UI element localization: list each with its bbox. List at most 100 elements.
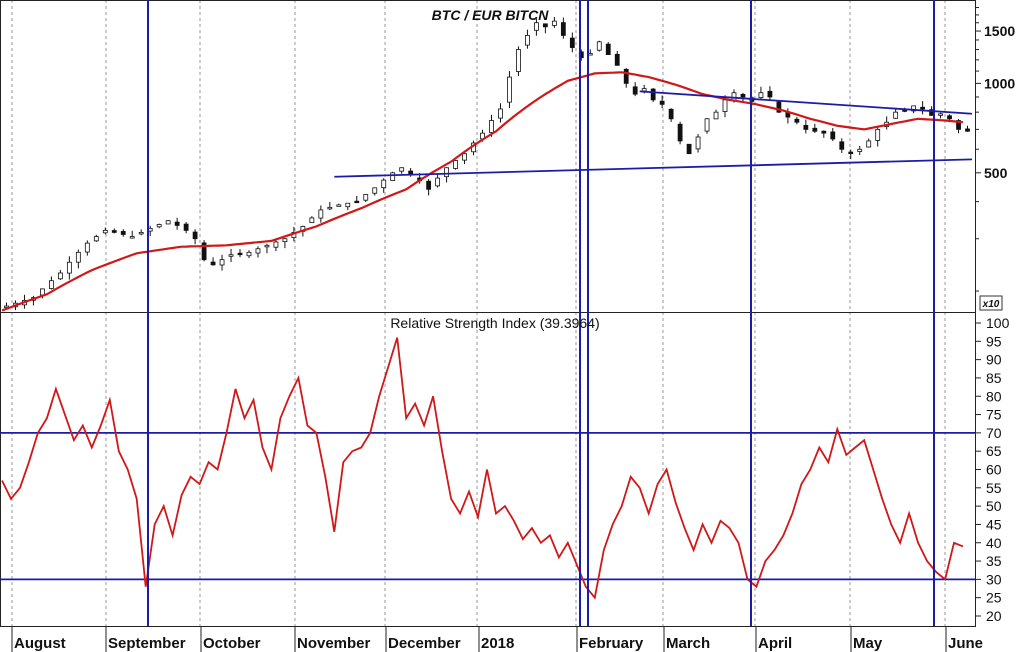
candle-body (138, 232, 144, 235)
candle-body (677, 123, 683, 142)
price-tick-label: 500 (984, 165, 1008, 181)
rsi-tick-label: 95 (986, 333, 1002, 349)
candle-body (830, 131, 836, 140)
resistance-trendline (639, 90, 973, 115)
candle-body (183, 223, 189, 231)
candle-body (156, 224, 162, 228)
candle-body (165, 220, 171, 225)
candle-body (866, 140, 872, 148)
candle-body (75, 251, 81, 263)
candle-body (668, 108, 674, 120)
candle-body (839, 141, 845, 150)
candle-body (641, 88, 647, 92)
candle-body (462, 153, 467, 161)
candle-body (875, 128, 881, 141)
candle-body (812, 127, 818, 132)
candle-body (111, 230, 117, 233)
candle-body (893, 111, 899, 119)
candle-body (246, 251, 252, 257)
candle-body (533, 22, 539, 31)
rsi-tick-label: 20 (986, 608, 1002, 624)
candle-body (650, 88, 656, 101)
moving-average-line (1, 71, 964, 312)
rsi-tick-label: 40 (986, 535, 1002, 551)
candle-body (219, 259, 225, 266)
candle-body (363, 194, 369, 201)
candle-body (174, 221, 180, 226)
month-label: April (758, 635, 792, 652)
candle-body (66, 261, 72, 274)
candle-body (120, 231, 126, 235)
candle-body (848, 151, 854, 155)
candle-body (767, 90, 773, 98)
month-label: September (108, 635, 186, 652)
candle-body (659, 100, 665, 105)
candle-body (722, 99, 728, 112)
candle-body (282, 238, 288, 243)
candle-body (444, 167, 449, 178)
candle-body (551, 20, 557, 26)
candle-body (542, 23, 548, 28)
candle-body (569, 37, 575, 48)
candle-body (498, 108, 503, 119)
candle-body (336, 204, 342, 207)
candle-body (596, 41, 602, 51)
candle-body (102, 229, 108, 234)
price-tick-label: 1500 (984, 23, 1015, 39)
price-tick-label: 1000 (984, 75, 1015, 91)
candle-body (345, 202, 351, 208)
candle-body (525, 35, 530, 46)
candle-body (201, 242, 207, 261)
rsi-tick-label: 70 (986, 425, 1002, 441)
candle-body (192, 231, 198, 240)
candle-body (228, 254, 234, 257)
candle-body (507, 76, 512, 103)
candle-body (920, 106, 926, 110)
rsi-tick-label: 65 (986, 443, 1002, 459)
candle-body (632, 86, 638, 95)
month-label: March (666, 635, 710, 652)
candle-body (489, 120, 494, 133)
candle-body (210, 261, 216, 266)
candle-body (426, 180, 432, 190)
candle-body (857, 148, 863, 152)
month-label: 2018 (481, 635, 514, 652)
candle-body (57, 272, 63, 280)
candle-body (821, 130, 827, 134)
rsi-tick-label: 60 (986, 462, 1002, 478)
multiplier-label: x10 (982, 299, 1000, 310)
candle-body (704, 118, 710, 132)
candle-body (794, 118, 800, 123)
candle-body (947, 115, 952, 120)
rsi-tick-label: 50 (986, 498, 1002, 514)
candle-body (938, 113, 943, 116)
candle-body (758, 92, 764, 98)
rsi-tick-label: 75 (986, 407, 1002, 423)
price-chart-title: BTC / EUR BITCN (432, 7, 550, 23)
candle-body (372, 187, 378, 194)
rsi-chart-title: Relative Strength Index (39.3964) (390, 315, 599, 331)
cycle-lines (147, 0, 935, 626)
candle-body (614, 53, 620, 66)
multiplier-badge (979, 295, 1003, 311)
candle-body (381, 179, 387, 189)
rsi-line (1, 337, 964, 600)
candle-body (399, 167, 405, 172)
candle-body (264, 244, 270, 248)
candle-body (560, 22, 566, 36)
month-label: February (579, 635, 644, 652)
candle-body (273, 241, 279, 248)
candle-body (435, 177, 441, 187)
month-label: December (388, 635, 461, 652)
rsi-tick-label: 90 (986, 352, 1002, 368)
candle-body (776, 101, 782, 113)
candle-body (327, 206, 333, 210)
candle-body (695, 136, 701, 150)
rsi-axis: 20 25 30 35 40 45 50 55 60 65 70 75 80 85 90 95 100 (975, 315, 1010, 624)
candle-body (713, 111, 719, 120)
candle-body (516, 49, 521, 72)
candle-body (318, 209, 324, 219)
month-label: June (948, 635, 983, 652)
